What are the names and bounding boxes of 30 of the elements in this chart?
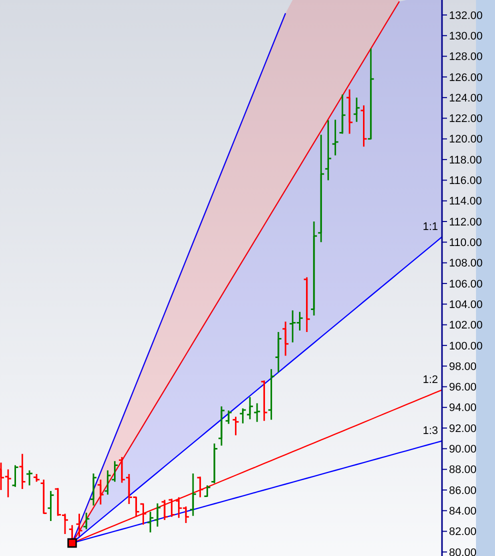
y-tick-label: 122.00 <box>449 113 483 126</box>
y-tick-label: 80.00 <box>449 546 477 556</box>
y-tick-label: 110.00 <box>449 237 482 250</box>
y-tick-label: 92.00 <box>449 422 477 435</box>
y-tick-label: 82.00 <box>449 526 477 538</box>
y-tick-label: 124.00 <box>449 92 483 104</box>
y-tick-label: 112.00 <box>449 216 482 228</box>
y-tick-label: 128.00 <box>449 51 483 64</box>
y-tick-label: 120.00 <box>449 134 483 146</box>
y-tick-label: 130.00 <box>449 30 483 42</box>
annotation: 1:1 <box>422 220 438 233</box>
y-tick-label: 106.00 <box>449 278 483 290</box>
y-tick-label: 126.00 <box>449 72 483 84</box>
annotation: 1:2 <box>422 374 438 386</box>
y-tick-label: 90.00 <box>449 444 477 456</box>
y-tick-label: 102.00 <box>449 320 483 332</box>
y-tick-label: 96.00 <box>449 382 477 394</box>
y-tick-label: 114.00 <box>449 196 482 208</box>
y-tick-label: 98.00 <box>449 360 477 373</box>
y-tick-label: 118.00 <box>449 154 482 166</box>
y-tick-label: 100.00 <box>449 340 483 352</box>
y-tick-label: 88.00 <box>449 464 477 476</box>
y-tick-label: 116.00 <box>449 175 482 188</box>
y-tick-label: 84.00 <box>449 506 477 518</box>
y-tick-label: 94.00 <box>449 402 477 414</box>
y-tick-label: 104.00 <box>449 298 483 311</box>
annotation: 1:3 <box>422 424 438 437</box>
y-tick-label: 86.00 <box>449 484 477 497</box>
y-tick-label: 132.00 <box>449 10 483 22</box>
y-tick-label: 108.00 <box>449 258 483 270</box>
